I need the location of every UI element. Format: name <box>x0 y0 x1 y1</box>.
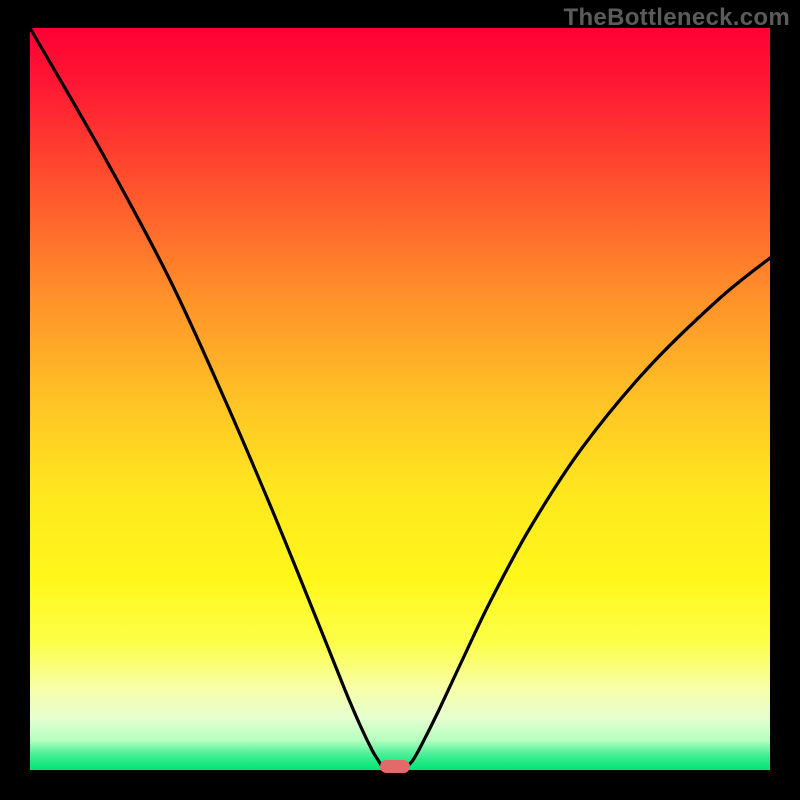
bottleneck-chart-svg <box>0 0 800 800</box>
watermark-text: TheBottleneck.com <box>564 4 790 32</box>
plot-background <box>30 28 770 770</box>
minimum-marker <box>380 760 410 773</box>
chart-root: TheBottleneck.com <box>0 0 800 800</box>
